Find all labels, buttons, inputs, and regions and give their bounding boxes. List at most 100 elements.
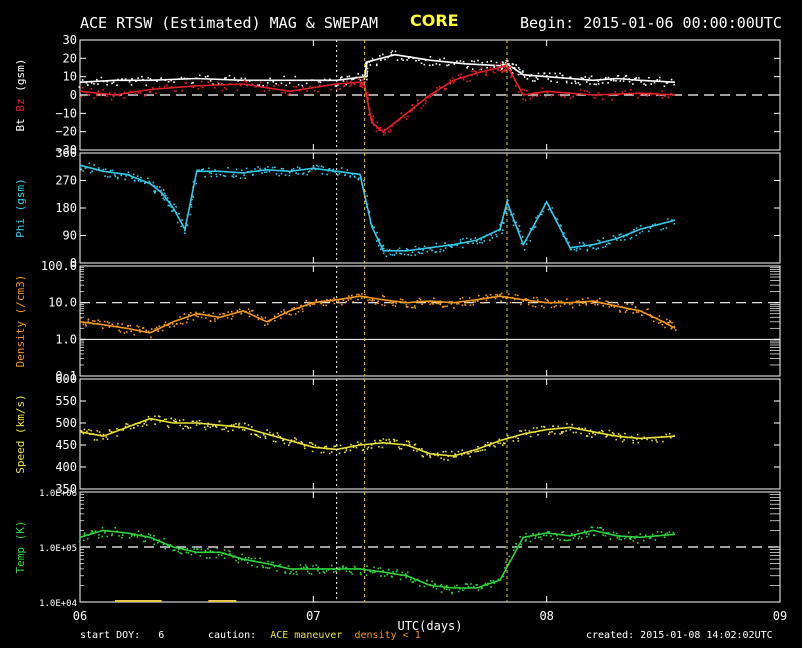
data-point [434, 583, 436, 585]
data-point [291, 307, 293, 310]
data-point [588, 432, 591, 435]
data-point [618, 310, 621, 312]
data-point [127, 171, 130, 173]
data-point [443, 458, 445, 461]
series-points-temp [78, 526, 675, 595]
data-point [363, 86, 366, 88]
data-point [486, 66, 488, 69]
data-point [102, 89, 104, 91]
data-point [249, 310, 251, 313]
data-point [385, 439, 388, 441]
data-point [668, 531, 671, 533]
data-point [318, 572, 321, 574]
data-point [313, 303, 316, 305]
ytick-label-mag-phi: 360 [55, 146, 77, 160]
data-point [360, 82, 362, 84]
data-point [617, 433, 620, 435]
data-point [143, 423, 145, 425]
data-point [620, 233, 622, 236]
data-point [362, 448, 365, 451]
data-point [345, 566, 347, 569]
data-point [600, 302, 603, 304]
data-point [393, 440, 396, 443]
data-point [166, 84, 168, 87]
data-point [549, 431, 551, 433]
data-point [451, 300, 453, 303]
data-point [251, 426, 253, 428]
data-point [372, 119, 374, 121]
data-point [202, 311, 205, 313]
data-point [361, 293, 363, 295]
data-point [325, 570, 328, 572]
data-point [96, 439, 98, 441]
ytick-label-speed: 600 [55, 372, 77, 386]
data-point [660, 531, 663, 533]
data-point [231, 315, 234, 318]
data-point [563, 539, 566, 541]
data-point [141, 75, 143, 78]
data-point [446, 305, 448, 307]
data-point [111, 82, 113, 85]
data-point [506, 60, 509, 62]
data-point [376, 121, 378, 124]
data-point [429, 456, 432, 459]
data-point [195, 182, 197, 185]
data-point [222, 313, 224, 315]
data-point [359, 572, 362, 574]
data-point [160, 189, 162, 192]
data-point [338, 301, 341, 304]
data-point [329, 78, 331, 81]
data-point [185, 551, 188, 554]
data-point [384, 58, 386, 61]
data-point [373, 566, 375, 569]
data-point [376, 63, 378, 66]
data-point [394, 301, 396, 303]
data-point [654, 223, 656, 225]
data-point [139, 92, 142, 94]
data-point [193, 548, 195, 550]
data-point [189, 213, 192, 216]
data-point [484, 582, 487, 585]
data-point [670, 78, 673, 81]
data-point [461, 449, 463, 452]
data-point [354, 567, 356, 569]
data-point [459, 241, 462, 243]
data-point [182, 225, 184, 228]
data-point [524, 298, 526, 301]
data-point [381, 304, 383, 306]
data-point [152, 181, 155, 184]
data-point [490, 442, 492, 444]
data-point [88, 162, 91, 165]
data-point [224, 175, 227, 177]
data-point [121, 78, 124, 80]
data-point [588, 91, 591, 94]
data-point [489, 66, 492, 69]
data-point [280, 317, 282, 319]
data-point [512, 436, 514, 439]
data-point [517, 228, 519, 230]
data-point [268, 170, 271, 173]
data-point [348, 570, 351, 573]
data-point [117, 322, 119, 325]
data-point [439, 251, 441, 253]
data-point [322, 304, 325, 306]
data-point [597, 432, 599, 434]
data-point [157, 541, 159, 544]
chart-title: ACE RTSW (Estimated) MAG & SWEPAM [80, 14, 379, 32]
data-point [116, 84, 118, 86]
data-point [387, 56, 389, 59]
data-point [104, 324, 107, 327]
data-point [287, 94, 289, 96]
data-point [572, 431, 575, 434]
data-point [469, 304, 472, 306]
data-point [349, 449, 352, 452]
data-point [474, 450, 476, 453]
data-point [93, 164, 95, 166]
data-point [490, 60, 492, 62]
data-point [416, 99, 419, 102]
data-point [257, 166, 259, 168]
data-point [158, 86, 161, 88]
data-point [330, 564, 333, 567]
data-point [109, 430, 111, 432]
data-point [382, 252, 385, 254]
